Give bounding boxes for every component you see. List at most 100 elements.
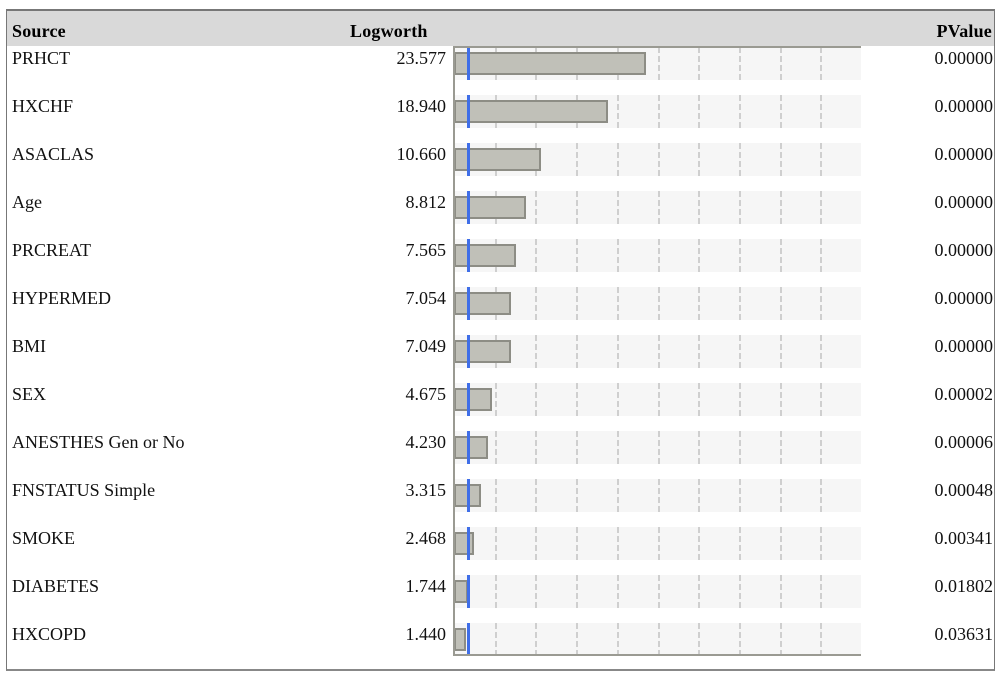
gridline: [657, 383, 660, 416]
gridline: [820, 335, 823, 368]
logworth-bar: [454, 52, 646, 75]
gridline: [820, 239, 823, 272]
gridline: [657, 335, 660, 368]
gridline: [576, 287, 579, 320]
gridline: [779, 431, 782, 464]
gridline: [820, 143, 823, 176]
table-row[interactable]: HXCHF 18.940 0.00000: [0, 95, 1001, 143]
table-row[interactable]: ANESTHES Gen or No 4.230 0.00006: [0, 431, 1001, 479]
table-row[interactable]: SMOKE 2.468 0.00341: [0, 527, 1001, 575]
pvalue-cell: 0.00000: [934, 144, 994, 164]
table-row[interactable]: HYPERMED 7.054 0.00000: [0, 287, 1001, 335]
gridline: [698, 575, 701, 608]
gridline: [779, 575, 782, 608]
gridline: [616, 239, 619, 272]
gridline: [535, 191, 538, 224]
logworth-cell: 8.812: [405, 192, 447, 212]
logworth-cell: 2.468: [405, 528, 447, 548]
pvalue-cell: 0.00341: [934, 528, 994, 548]
gridline: [698, 383, 701, 416]
gridline: [698, 431, 701, 464]
gridline: [535, 527, 538, 560]
gridline: [576, 191, 579, 224]
gridline: [576, 623, 579, 656]
logworth-cell: 7.054: [405, 288, 447, 308]
gridline: [738, 239, 741, 272]
chart-axis-top: [453, 46, 861, 48]
gridline: [820, 623, 823, 656]
chart-axis-left: [453, 46, 455, 656]
gridline: [779, 335, 782, 368]
gridline: [738, 623, 741, 656]
gridline: [657, 191, 660, 224]
table-row[interactable]: FNSTATUS Simple 3.315 0.00048: [0, 479, 1001, 527]
gridline: [820, 431, 823, 464]
logworth-bar-band: [454, 479, 861, 512]
gridline: [494, 383, 497, 416]
source-cell: HYPERMED: [12, 288, 112, 308]
logworth-bar: [454, 628, 466, 651]
gridline: [698, 335, 701, 368]
gridline: [535, 239, 538, 272]
gridline: [820, 575, 823, 608]
gridline: [698, 527, 701, 560]
reference-line: [467, 143, 471, 176]
gridline: [698, 479, 701, 512]
logworth-cell: 4.675: [405, 384, 447, 404]
pvalue-cell: 0.00002: [934, 384, 994, 404]
logworth-cell: 7.049: [405, 336, 447, 356]
gridline: [779, 191, 782, 224]
reference-line: [467, 335, 471, 368]
gridline: [576, 575, 579, 608]
logworth-bar-band: [454, 239, 861, 272]
reference-line: [467, 527, 471, 560]
source-cell: SMOKE: [12, 528, 76, 548]
table-row[interactable]: ASACLAS 10.660 0.00000: [0, 143, 1001, 191]
effect-summary-table: [6, 9, 995, 671]
logworth-cell: 4.230: [405, 432, 447, 452]
pvalue-cell: 0.00000: [934, 336, 994, 356]
column-header-logworth[interactable]: Logworth: [350, 21, 428, 41]
gridline: [494, 431, 497, 464]
gridline: [657, 431, 660, 464]
gridline: [698, 47, 701, 80]
gridline: [576, 527, 579, 560]
gridline: [820, 383, 823, 416]
gridline: [738, 527, 741, 560]
gridline: [616, 287, 619, 320]
table-row[interactable]: HXCOPD 1.440 0.03631: [0, 623, 1001, 671]
table-row[interactable]: PRCREAT 7.565 0.00000: [0, 239, 1001, 287]
gridline: [820, 287, 823, 320]
gridline: [698, 191, 701, 224]
logworth-bar: [454, 340, 512, 363]
table-row[interactable]: DIABETES 1.744 0.01802: [0, 575, 1001, 623]
table-row[interactable]: SEX 4.675 0.00002: [0, 383, 1001, 431]
source-cell: HXCOPD: [12, 624, 87, 644]
gridline: [738, 431, 741, 464]
logworth-bar-band: [454, 335, 861, 368]
gridline: [576, 431, 579, 464]
column-header-pvalue[interactable]: PValue: [936, 21, 992, 41]
gridline: [820, 191, 823, 224]
gridline: [494, 479, 497, 512]
gridline: [616, 335, 619, 368]
gridline: [779, 143, 782, 176]
pvalue-cell: 0.00048: [934, 480, 994, 500]
logworth-bar: [454, 580, 469, 603]
gridline: [616, 143, 619, 176]
pvalue-cell: 0.00000: [934, 192, 994, 212]
reference-line: [467, 431, 471, 464]
table-row[interactable]: BMI 7.049 0.00000: [0, 335, 1001, 383]
gridline: [576, 239, 579, 272]
gridline: [616, 479, 619, 512]
table-row[interactable]: Age 8.812 0.00000: [0, 191, 1001, 239]
pvalue-cell: 0.00006: [934, 432, 994, 452]
logworth-cell: 7.565: [405, 240, 447, 260]
column-header-source[interactable]: Source: [12, 21, 66, 41]
logworth-bar: [454, 100, 609, 123]
gridline: [698, 95, 701, 128]
source-cell: PRHCT: [12, 48, 71, 68]
reference-line: [467, 47, 471, 80]
table-row[interactable]: PRHCT 23.577 0.00000: [0, 47, 1001, 95]
chart-axis-bottom: [453, 654, 861, 656]
